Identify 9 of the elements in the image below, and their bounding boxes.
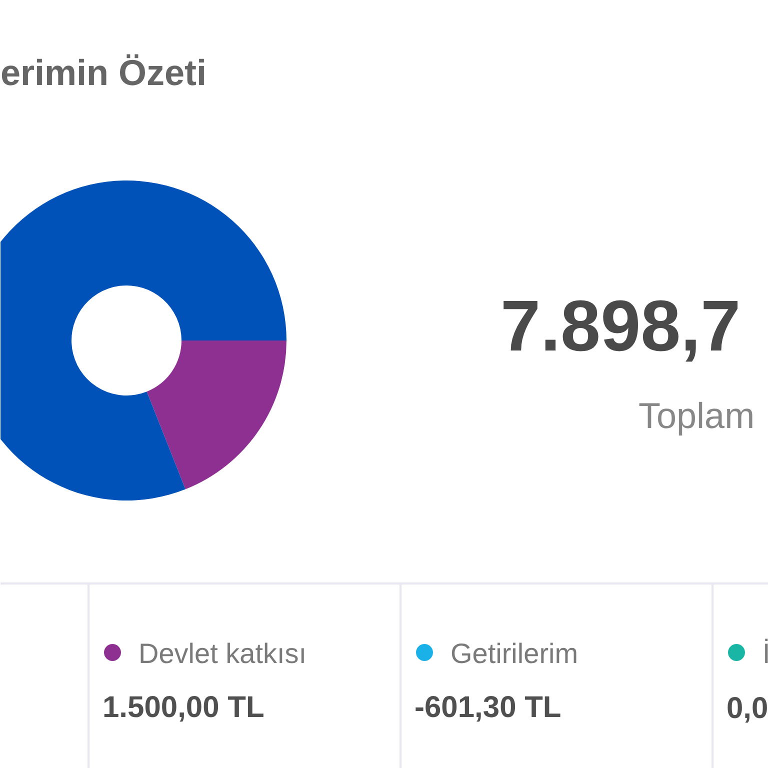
text: 1.500,00 TL	[102, 691, 264, 724]
text: 0,0	[726, 692, 768, 725]
text: 7.898,7	[500, 286, 741, 366]
chart-title: erimin Özeti	[0, 52, 207, 93]
text: -601,30 TL	[414, 691, 562, 724]
legend-label: İ	[762, 638, 768, 669]
legend-label: Getirilerim	[450, 638, 578, 669]
legend-label: Devlet katkısı	[138, 638, 307, 669]
text: Toplam	[638, 395, 755, 436]
